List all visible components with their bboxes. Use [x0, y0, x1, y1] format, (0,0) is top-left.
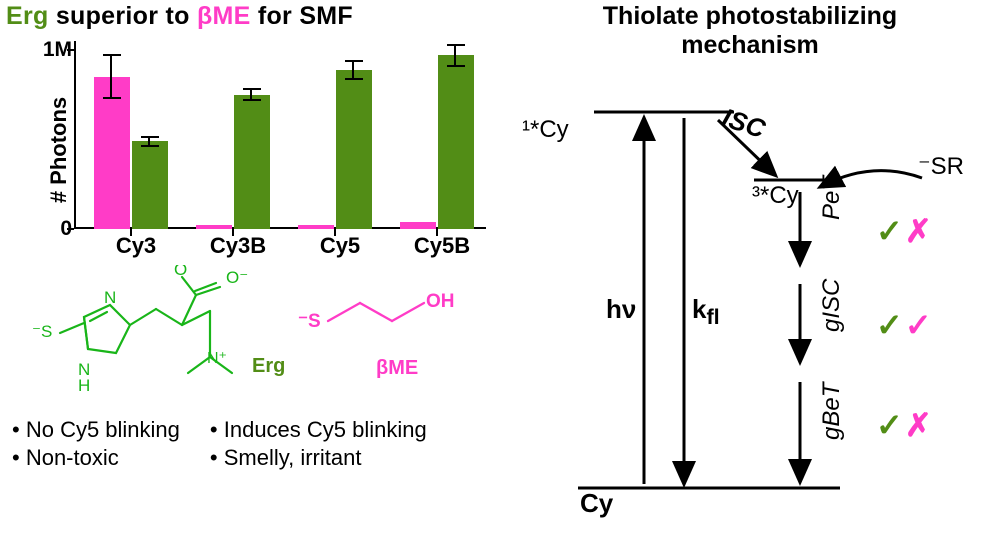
bar-erg	[438, 55, 474, 229]
check-icon: ✓	[876, 212, 903, 250]
gbet-checks: ✓✗	[876, 406, 932, 444]
error-bar	[454, 45, 456, 66]
x-tick-label: Cy5	[305, 233, 375, 259]
svg-text:⁻S: ⁻S	[298, 311, 321, 332]
bullet: • No Cy5 blinking	[12, 417, 180, 443]
error-cap	[447, 44, 465, 46]
x-tick-label: Cy3	[101, 233, 171, 259]
error-cap	[141, 136, 159, 138]
right-title: Thiolate photostabilizing mechanism	[510, 2, 990, 60]
title-mid: superior to	[49, 2, 197, 30]
svg-text:N⁺: N⁺	[207, 350, 227, 367]
structures-area: ⁻S N N H N⁺ O⁻ O ⁻S OH	[6, 265, 500, 415]
chart-plot-area	[74, 41, 486, 229]
bullets-left: • No Cy5 blinking • Non-toxic	[12, 417, 180, 471]
error-cap	[103, 97, 121, 99]
svg-text:N: N	[104, 288, 116, 307]
x-tick-label: Cy3B	[203, 233, 273, 259]
bar-bme	[94, 77, 130, 229]
bar-erg	[132, 141, 168, 229]
bme-label: βME	[376, 357, 418, 380]
title-erg: Erg	[6, 2, 49, 30]
x-tick-label: Cy5B	[407, 233, 477, 259]
bar-bme	[298, 225, 334, 229]
bullet: • Non-toxic	[12, 445, 180, 471]
y-tick-label: 0	[30, 217, 72, 241]
mechanism-diagram: ¹*Cy ³*Cy Cy ISC ⁻SR hν kfl PeT gISC gBe…	[522, 70, 982, 508]
kfl-label: kfl	[692, 294, 720, 330]
bullet: • Induces Cy5 blinking	[210, 417, 427, 443]
error-cap	[103, 54, 121, 56]
cross-icon: ✗	[905, 212, 932, 250]
error-cap	[243, 88, 261, 90]
bullets-right: • Induces Cy5 blinking • Smelly, irritan…	[210, 417, 427, 471]
error-bar	[352, 61, 354, 79]
hv-label: hν	[606, 294, 636, 325]
svg-text:OH: OH	[426, 291, 455, 312]
t1-label: ³*Cy	[752, 182, 799, 210]
left-title: Erg superior to βME for SMF	[6, 2, 500, 31]
svg-text:O⁻: O⁻	[226, 268, 248, 287]
gisc-checks: ✓✓	[876, 306, 932, 344]
svg-text:O: O	[174, 265, 187, 279]
structures-svg: ⁻S N N H N⁺ O⁻ O ⁻S OH	[6, 265, 516, 415]
chart-ylabel: # Photons	[46, 97, 72, 203]
sr-label: ⁻SR	[918, 152, 964, 181]
gbet-label: gBeT	[818, 382, 846, 439]
s1-label: ¹*Cy	[522, 116, 569, 144]
bullets-row: • No Cy5 blinking • Non-toxic • Induces …	[12, 417, 500, 471]
y-tick-label: 1M	[30, 38, 72, 62]
pet-checks: ✓✗	[876, 212, 932, 250]
right-panel: Thiolate photostabilizing mechanism	[510, 0, 1000, 544]
photon-chart: # Photons 0 1M Cy3 Cy3B Cy5 Cy5B	[12, 41, 492, 259]
bullet: • Smelly, irritant	[210, 445, 427, 471]
title-tail: for SMF	[251, 2, 353, 30]
svg-text:⁻S: ⁻S	[32, 322, 52, 341]
right-title-l1: Thiolate photostabilizing	[603, 2, 897, 30]
figure-root: Erg superior to βME for SMF # Photons 0 1…	[0, 0, 1000, 544]
ground-label: Cy	[580, 488, 613, 519]
bar-erg	[234, 95, 270, 229]
pet-label: PeT	[818, 175, 846, 219]
error-cap	[447, 65, 465, 67]
bar-bme	[400, 222, 436, 229]
bar-bme	[196, 225, 232, 229]
gisc-label: gISC	[818, 278, 846, 331]
error-cap	[345, 78, 363, 80]
cross-icon: ✗	[905, 406, 932, 444]
right-title-l2: mechanism	[681, 31, 819, 59]
error-cap	[141, 145, 159, 147]
error-cap	[243, 99, 261, 101]
error-cap	[345, 60, 363, 62]
bar-erg	[336, 70, 372, 229]
title-bme: βME	[197, 2, 251, 30]
check-icon: ✓	[905, 306, 932, 344]
erg-label: Erg	[252, 355, 285, 378]
error-bar	[110, 55, 112, 98]
check-icon: ✓	[876, 306, 903, 344]
left-panel: Erg superior to βME for SMF # Photons 0 1…	[0, 0, 510, 544]
svg-text:H: H	[78, 376, 90, 395]
check-icon: ✓	[876, 406, 903, 444]
bme-structure-icon	[328, 303, 424, 321]
chart-bars	[74, 41, 486, 229]
